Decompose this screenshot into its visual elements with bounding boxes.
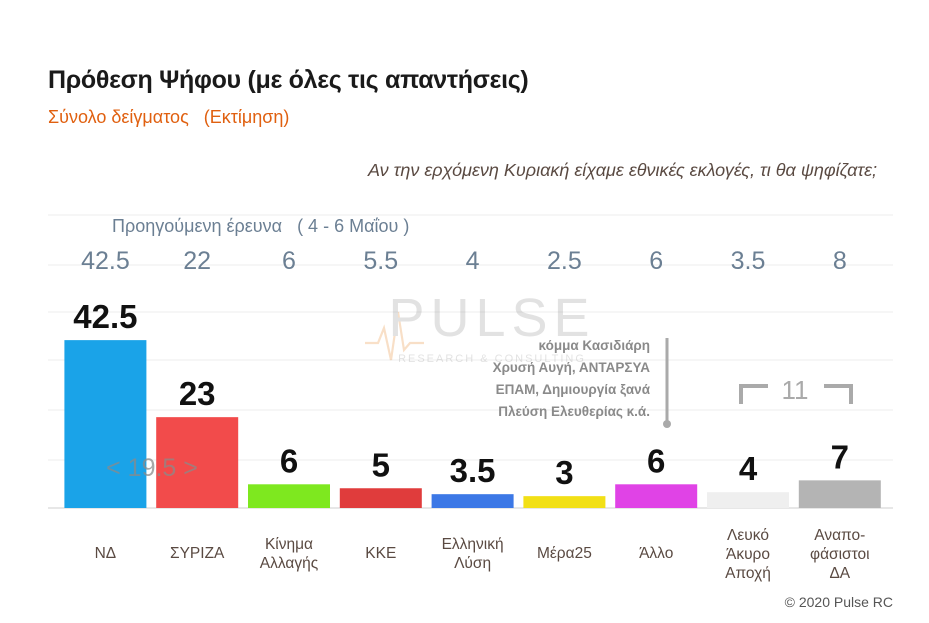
category-label: φάσιστοι (810, 546, 870, 563)
previous-value-label: 2.5 (547, 247, 582, 275)
other-parties-note-line: Χρυσή Αυγή, ΑΝΤΑΡΣΥΑ (493, 360, 651, 375)
previous-value-label: 5.5 (363, 247, 398, 275)
pulse-heartbeat-icon (365, 311, 424, 361)
category-label: Λύση (454, 555, 491, 572)
category-label: ΚΚΕ (365, 545, 396, 562)
bars-group (64, 340, 881, 508)
gap-annotation: < 19.5 > (106, 454, 198, 482)
category-label: ΣΥΡΙΖΑ (170, 545, 225, 562)
bar (798, 480, 881, 508)
previous-value-label: 8 (833, 247, 847, 275)
category-label: Ελληνική (442, 536, 504, 553)
other-parties-note-line: κόμμα Κασιδιάρη (539, 338, 650, 353)
bracket-left (739, 384, 768, 404)
bar (64, 340, 147, 508)
previous-values-row: 42.5 22 6 5.5 4 2.5 6 3.5 8 (81, 247, 847, 275)
bar (523, 496, 606, 508)
category-label: Αναπο- (814, 527, 865, 544)
bar (615, 484, 698, 508)
value-labels-group: 42.5 23 6 5 3.5 3 6 4 7 (73, 298, 849, 491)
category-label: Αλλαγής (260, 555, 318, 572)
previous-survey-caption: Προηγούμενη έρευνα ( 4 - 6 Μαΐου ) (112, 216, 410, 236)
other-parties-note-line: ΕΠΑΜ, Δημιουργία ξανά (496, 382, 651, 397)
category-label: ΔΑ (829, 565, 850, 582)
bar (339, 488, 422, 508)
previous-value-label: 6 (649, 247, 663, 275)
other-note-dot (663, 420, 671, 428)
bar-value-label: 6 (280, 442, 298, 479)
previous-value-label: 22 (183, 247, 211, 275)
bar-value-label: 5 (372, 446, 390, 483)
bracket-right (824, 384, 853, 404)
combined-bracket (739, 384, 853, 404)
category-label: Αποχή (725, 565, 771, 582)
watermark-logo-subtext: RESEARCH & CONSULTING (398, 353, 586, 365)
watermark-logo-text: PULSE (388, 288, 595, 348)
page-title: Πρόθεση Ψήφου (με όλες τις απαντήσεις) (48, 66, 529, 94)
other-parties-note: κόμμα Κασιδιάρη Χρυσή Αυγή, ΑΝΤΑΡΣΥΑ ΕΠΑΜ,… (493, 338, 651, 419)
bar-value-label: 3.5 (450, 452, 496, 489)
bar (707, 492, 789, 508)
bar (156, 417, 239, 508)
category-label: Άκυρο (726, 546, 770, 563)
previous-value-label: 4 (466, 247, 480, 275)
category-label: Λευκό (727, 527, 769, 544)
previous-value-label: 3.5 (731, 247, 766, 275)
bar-value-label: 42.5 (73, 298, 137, 335)
bar-value-label: 4 (739, 450, 758, 487)
page-subtitle: Σύνολο δείγματος (Εκτίμηση) (48, 107, 290, 127)
copyright-credit: © 2020 Pulse RC (784, 594, 893, 610)
category-label: Μέρα25 (537, 545, 592, 562)
bracket-label: 11 (782, 375, 809, 405)
bar-value-label: 3 (555, 454, 573, 491)
bar-value-label: 23 (179, 375, 216, 412)
category-label: ΝΔ (95, 545, 117, 562)
category-labels-group: ΝΔ ΣΥΡΙΖΑ Κίνημα Αλλαγής ΚΚΕ Ελληνική Λύση Μέρα… (95, 527, 870, 582)
previous-value-label: 6 (282, 247, 296, 275)
bar-value-label: 7 (831, 438, 849, 475)
bar (248, 484, 330, 508)
bar (431, 494, 514, 508)
category-label: Άλλο (639, 545, 673, 562)
survey-question: Αν την ερχόμενη Κυριακή είχαμε εθνικές ε… (367, 160, 877, 180)
previous-value-label: 42.5 (81, 247, 130, 275)
category-label: Κίνημα (265, 536, 313, 553)
pulse-watermark-logo: PULSE RESEARCH & CONSULTING (365, 288, 595, 365)
other-parties-note-line: Πλεύση Ελευθερίας κ.ά. (498, 404, 650, 419)
bar-value-label: 6 (647, 442, 665, 479)
